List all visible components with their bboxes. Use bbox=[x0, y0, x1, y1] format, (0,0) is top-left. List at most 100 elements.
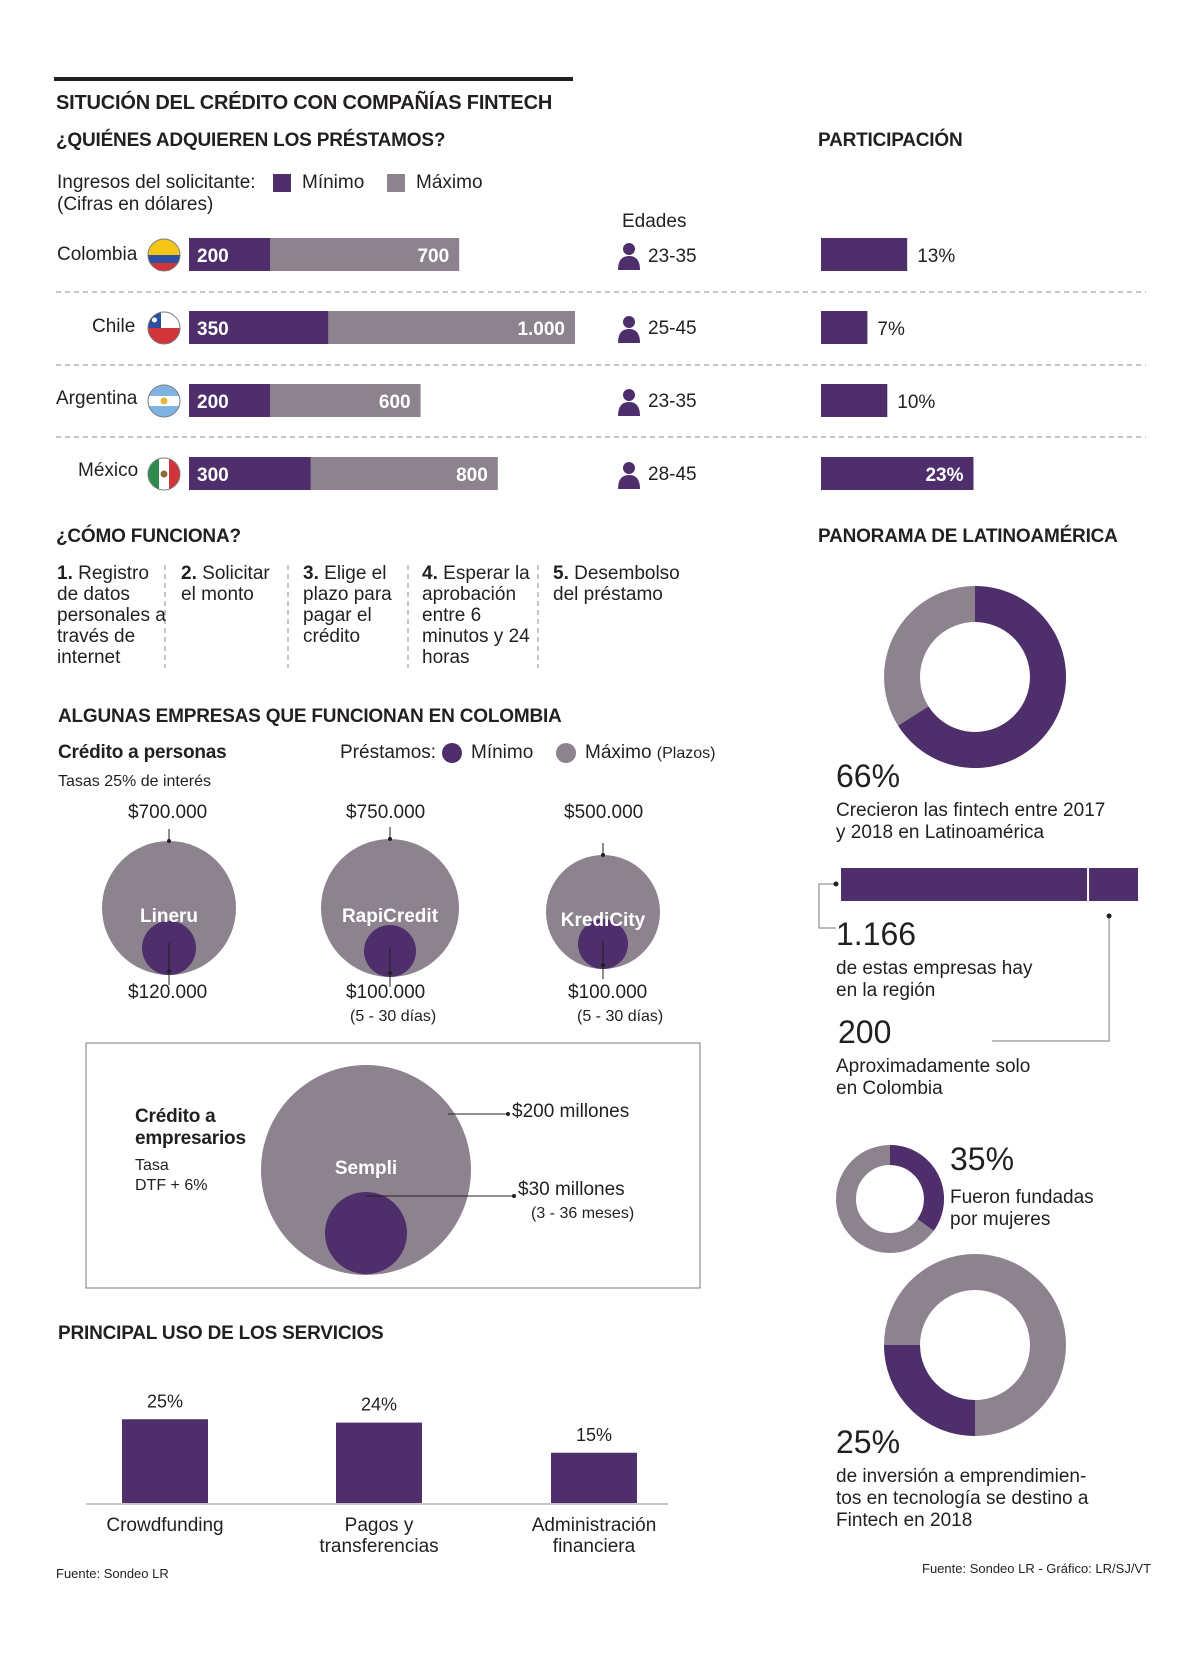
min-income-bar bbox=[189, 457, 311, 490]
flag-emblem bbox=[160, 470, 168, 478]
person-icon bbox=[623, 243, 635, 255]
loans-heading: ¿QUIÉNES ADQUIEREN LOS PRÉSTAMOS? bbox=[56, 130, 446, 151]
companies-heading: ALGUNAS EMPRESAS QUE FUNCIONAN EN COLOMB… bbox=[58, 706, 562, 727]
legend-max-swatch bbox=[387, 174, 405, 192]
person-icon bbox=[618, 329, 640, 343]
company-max-label: $500.000 bbox=[564, 802, 644, 823]
flag-body bbox=[148, 458, 180, 490]
flag-band bbox=[148, 406, 180, 417]
usage-value-label: 25% bbox=[147, 1391, 183, 1411]
age-range: 25-45 bbox=[648, 318, 697, 339]
companies-legend-max: Máximo (Plazos) bbox=[585, 742, 716, 763]
leader-dot bbox=[388, 971, 392, 975]
legend-min-swatch bbox=[273, 174, 291, 192]
step-5: 5. Desembolso del préstamo bbox=[553, 563, 680, 605]
participation-bar bbox=[821, 457, 974, 490]
business-max-label: $200 millones bbox=[512, 1101, 630, 1122]
legend-min-label: Mínimo bbox=[302, 172, 365, 193]
flag-border bbox=[147, 457, 181, 491]
flag-body bbox=[148, 312, 180, 344]
country-name: Chile bbox=[92, 316, 136, 337]
usage-value-label: 15% bbox=[576, 1425, 612, 1445]
business-max-bubble bbox=[261, 1065, 471, 1275]
colombia-flag-icon bbox=[147, 238, 181, 272]
company-term: (5 - 30 días) bbox=[577, 1008, 664, 1025]
step-4: 4. Esperar la aprobación entre 6 minutos… bbox=[422, 563, 530, 668]
usage-category-label: Administración bbox=[532, 1515, 657, 1536]
flag-band bbox=[148, 263, 180, 271]
business-credit-title: Crédito a empresarios bbox=[135, 1106, 246, 1149]
participation-label: 13% bbox=[917, 246, 955, 267]
min-income-label: 200 bbox=[197, 392, 229, 413]
max-income-label: 600 bbox=[379, 392, 411, 413]
step-3: 3. Elige el plazo para pagar el crédito bbox=[303, 563, 392, 647]
colombia-text: Aproximadamente solo en Colombia bbox=[836, 1056, 1031, 1099]
participation-label: 23% bbox=[925, 465, 963, 486]
min-income-label: 350 bbox=[197, 319, 229, 340]
company-min-label: $100.000 bbox=[346, 982, 426, 1003]
page-title: SITUCIÓN DEL CRÉDITO CON COMPAÑÍAS FINTE… bbox=[56, 92, 553, 114]
max-income-label: 700 bbox=[417, 246, 449, 267]
flag-border bbox=[147, 384, 181, 418]
companies-legend-prefix: Préstamos: bbox=[340, 742, 437, 763]
max-loan-bubble bbox=[546, 855, 660, 969]
fintech-colombia-bar bbox=[1089, 868, 1138, 901]
flag-band bbox=[148, 255, 180, 263]
business-term: (3 - 36 meses) bbox=[531, 1205, 635, 1222]
business-company-name: Sempli bbox=[335, 1158, 397, 1179]
flag-border bbox=[147, 238, 181, 272]
max-income-label: 1.000 bbox=[517, 319, 565, 340]
age-range: 28-45 bbox=[648, 464, 697, 485]
usage-bar bbox=[122, 1419, 208, 1503]
personal-rate: Tasas 25% de interés bbox=[58, 773, 211, 790]
min-income-bar bbox=[189, 311, 329, 344]
mexico-flag-icon bbox=[147, 457, 181, 491]
women-donut bbox=[836, 1145, 945, 1253]
personal-credit-title: Crédito a personas bbox=[58, 742, 227, 763]
leader-dot bbox=[506, 1112, 510, 1116]
leader-dot bbox=[601, 853, 605, 857]
flag-band bbox=[148, 239, 180, 255]
person-icon bbox=[618, 402, 640, 416]
invest-donut-slice bbox=[884, 1345, 975, 1436]
usage-category-label: financiera bbox=[553, 1536, 636, 1557]
max-income-label: 800 bbox=[456, 465, 488, 486]
company-min-label: $120.000 bbox=[128, 982, 208, 1003]
person-icon bbox=[623, 389, 635, 401]
age-range: 23-35 bbox=[648, 391, 697, 412]
leader-dot bbox=[388, 837, 392, 841]
person-icon bbox=[618, 475, 640, 489]
business-box bbox=[85, 1042, 701, 1289]
uses-source: Fuente: Sondeo LR bbox=[56, 1566, 169, 1581]
country-name: Colombia bbox=[57, 244, 138, 265]
business-min-bubble bbox=[325, 1192, 407, 1274]
flag-border bbox=[147, 311, 181, 345]
leader-dot bbox=[167, 839, 171, 843]
participation-bar bbox=[821, 238, 908, 271]
growth-donut-slice bbox=[898, 586, 1066, 768]
colombia-bracket bbox=[992, 916, 1110, 1042]
companies-legend-min: Mínimo bbox=[471, 742, 534, 763]
panorama-heading: PANORAMA DE LATINOAMÉRICA bbox=[818, 526, 1118, 547]
min-income-label: 200 bbox=[197, 246, 229, 267]
women-value: 35% bbox=[950, 1141, 1015, 1177]
country-name: Argentina bbox=[56, 388, 138, 409]
flag-band bbox=[148, 458, 159, 490]
flag-body bbox=[148, 239, 180, 271]
usage-bar bbox=[551, 1452, 637, 1503]
income-label: Ingresos del solicitante: bbox=[57, 172, 256, 193]
panorama-source: Fuente: Sondeo LR - Gráfico: LR/SJ/VT bbox=[922, 1561, 1152, 1576]
usage-category-label: Pagos y bbox=[345, 1515, 414, 1536]
country-name: México bbox=[78, 460, 139, 481]
ages-heading: Edades bbox=[622, 211, 687, 232]
growth-donut bbox=[884, 586, 1066, 768]
min-income-label: 300 bbox=[197, 465, 229, 486]
usage-category-label: Crowdfunding bbox=[106, 1515, 223, 1536]
person-icon bbox=[618, 256, 640, 270]
chile-flag-icon bbox=[147, 311, 181, 345]
max-loan-bubble bbox=[321, 839, 459, 977]
company-min-label: $100.000 bbox=[568, 982, 648, 1003]
leader-dot bbox=[512, 1194, 516, 1198]
participation-label: 7% bbox=[877, 319, 905, 340]
top-rule bbox=[54, 77, 573, 81]
